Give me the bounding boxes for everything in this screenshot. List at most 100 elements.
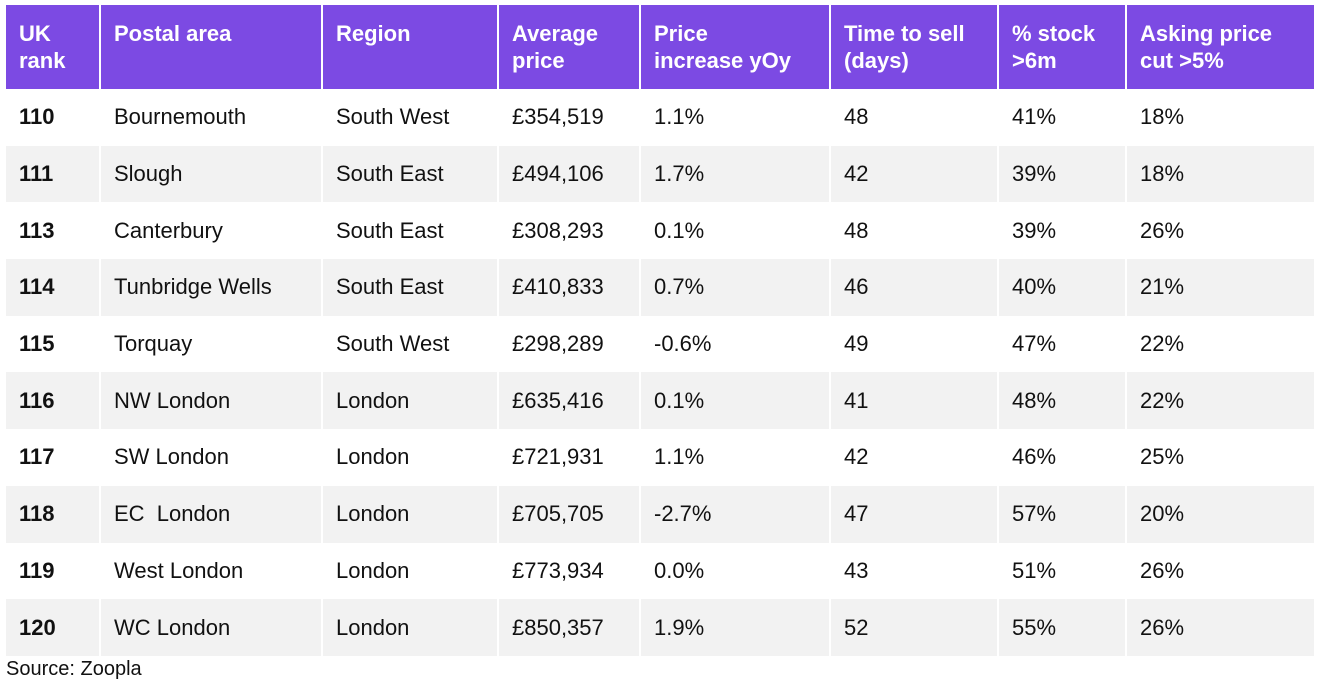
cell-rank: 110	[6, 89, 101, 146]
cell-average-price: £298,289	[498, 315, 641, 373]
cell-time-to-sell: 42	[830, 429, 999, 486]
header-average-price: Average price	[498, 5, 641, 89]
cell-time-to-sell: 42	[830, 145, 999, 203]
table-row: 110 Bournemouth South West £354,519 1.1% 48 41…	[6, 89, 1314, 146]
cell-postal-area: West London	[100, 542, 323, 600]
cell-rank: 116	[6, 372, 101, 430]
cell-price-increase: -2.7%	[640, 485, 831, 543]
cell-average-price: £721,931	[498, 429, 641, 486]
cell-region: South East	[322, 259, 499, 316]
cell-asking-price-cut: 21%	[1126, 259, 1314, 316]
table-row: 118 EC London London £705,705 -2.7% 47 57% 20%	[6, 485, 1314, 543]
cell-average-price: £850,357	[498, 599, 641, 656]
table-row: 116 NW London London £635,416 0.1% 41 48% 22%	[6, 372, 1314, 430]
table-row: 111 Slough South East £494,106 1.7% 42 39% 18%	[6, 145, 1314, 203]
header-row: UK rank Postal area Region Average price Price…	[6, 5, 1314, 89]
cell-asking-price-cut: 25%	[1140, 444, 1185, 470]
cell-rank: 120	[6, 599, 101, 656]
cell-stock-6m: 47%	[998, 315, 1127, 373]
cell-asking-price-cut: 18%	[1140, 104, 1185, 130]
cell-price-increase: 1.7%	[640, 145, 831, 203]
cell-price-increase: 0.1%	[640, 202, 831, 260]
cell-stock-6m: 51%	[998, 542, 1127, 600]
cell-postal-area: Torquay	[100, 315, 323, 373]
cell-stock-6m: 39%	[998, 202, 1127, 260]
cell-price-increase: 0.7%	[640, 259, 831, 316]
cell-time-to-sell: 41	[830, 372, 999, 430]
cell-rank: 119	[6, 542, 101, 600]
cell-postal-area: Canterbury	[100, 202, 323, 260]
cell-average-price: £308,293	[498, 202, 641, 260]
cell-rank: 117	[6, 429, 101, 486]
header-rank: UK rank	[6, 5, 101, 89]
cell-price-increase: 1.1%	[640, 429, 831, 486]
cell-region: London	[322, 429, 499, 486]
cell-time-to-sell: 48	[830, 202, 999, 260]
header-region: Region	[322, 5, 499, 89]
cell-asking-price-cut: 22%	[1126, 372, 1314, 430]
header-price-increase: Price increase yOy	[640, 5, 831, 89]
table-row: 120 WC London London £850,357 1.9% 52 55% 26%	[6, 599, 1314, 656]
cell-stock-6m: 39%	[998, 145, 1127, 203]
table-row: 115 Torquay South West £298,289 -0.6% 49 47% 22…	[6, 315, 1314, 373]
cell-stock-6m: 40%	[998, 259, 1127, 316]
cell-average-price: £635,416	[498, 372, 641, 430]
header-postal-area: Postal area	[100, 5, 323, 89]
cell-asking-price-cut: 22%	[1140, 331, 1185, 357]
cell-postal-area: NW London	[100, 372, 323, 430]
cell-region: London	[322, 542, 499, 600]
cell-postal-area: WC London	[100, 599, 323, 656]
cell-region: South East	[322, 145, 499, 203]
cell-stock-6m: 55%	[998, 599, 1127, 656]
cell-rank: 114	[6, 259, 101, 316]
cell-time-to-sell: 43	[830, 542, 999, 600]
cell-asking-price-cut: 26%	[1126, 599, 1314, 656]
source-note: Source: Zoopla	[6, 658, 142, 680]
cell-time-to-sell: 49	[830, 315, 999, 373]
cell-stock-6m: 46%	[998, 429, 1127, 486]
header-stock-6m: % stock >6m	[998, 5, 1127, 89]
cell-postal-area: SW London	[100, 429, 323, 486]
cell-price-increase: 0.1%	[640, 372, 831, 430]
cell-postal-area: EC London	[100, 485, 323, 543]
cell-price-increase: -0.6%	[640, 315, 831, 373]
cell-stock-6m: 57%	[998, 485, 1127, 543]
cell-region: South West	[322, 89, 499, 146]
cell-region: South West	[322, 315, 499, 373]
table-row: 114 Tunbridge Wells South East £410,833 0.7%…	[6, 259, 1314, 316]
cell-average-price: £494,106	[498, 145, 641, 203]
table-row: 119 West London London £773,934 0.0% 43 51% 26%	[6, 542, 1314, 600]
cell-rank: 113	[6, 202, 101, 260]
cell-time-to-sell: 47	[830, 485, 999, 543]
cell-region: London	[322, 485, 499, 543]
cell-rank: 118	[6, 485, 101, 543]
cell-price-increase: 1.9%	[640, 599, 831, 656]
cell-price-increase: 0.0%	[640, 542, 831, 600]
cell-stock-6m: 48%	[998, 372, 1127, 430]
table-row: 113 Canterbury South East £308,293 0.1% 48 39%…	[6, 202, 1314, 260]
cell-stock-6m: 41%	[998, 89, 1127, 146]
cell-region: South East	[322, 202, 499, 260]
cell-region: London	[322, 599, 499, 656]
cell-price-increase: 1.1%	[640, 89, 831, 146]
table-body: 110 Bournemouth South West £354,519 1.1% 48 41…	[6, 89, 1314, 656]
cell-time-to-sell: 48	[830, 89, 999, 146]
cell-asking-price-cut: 18%	[1126, 145, 1314, 203]
cell-average-price: £773,934	[498, 542, 641, 600]
cell-postal-area: Slough	[100, 145, 323, 203]
cell-time-to-sell: 46	[830, 259, 999, 316]
cell-rank: 111	[6, 145, 101, 203]
cell-asking-price-cut: 20%	[1126, 485, 1314, 543]
cell-average-price: £354,519	[498, 89, 641, 146]
cell-average-price: £705,705	[498, 485, 641, 543]
cell-rank: 115	[6, 315, 101, 373]
cell-asking-price-cut: 26%	[1140, 217, 1185, 243]
cell-average-price: £410,833	[498, 259, 641, 316]
cell-region: London	[322, 372, 499, 430]
header-time-to-sell: Time to sell (days)	[830, 5, 999, 89]
data-table: UK rank Postal area Region Average price Price…	[6, 5, 1314, 656]
header-asking-price-cut: Asking price cut >5%	[1126, 5, 1314, 89]
cell-postal-area: Tunbridge Wells	[100, 259, 323, 316]
cell-asking-price-cut: 26%	[1140, 557, 1185, 583]
cell-time-to-sell: 52	[830, 599, 999, 656]
